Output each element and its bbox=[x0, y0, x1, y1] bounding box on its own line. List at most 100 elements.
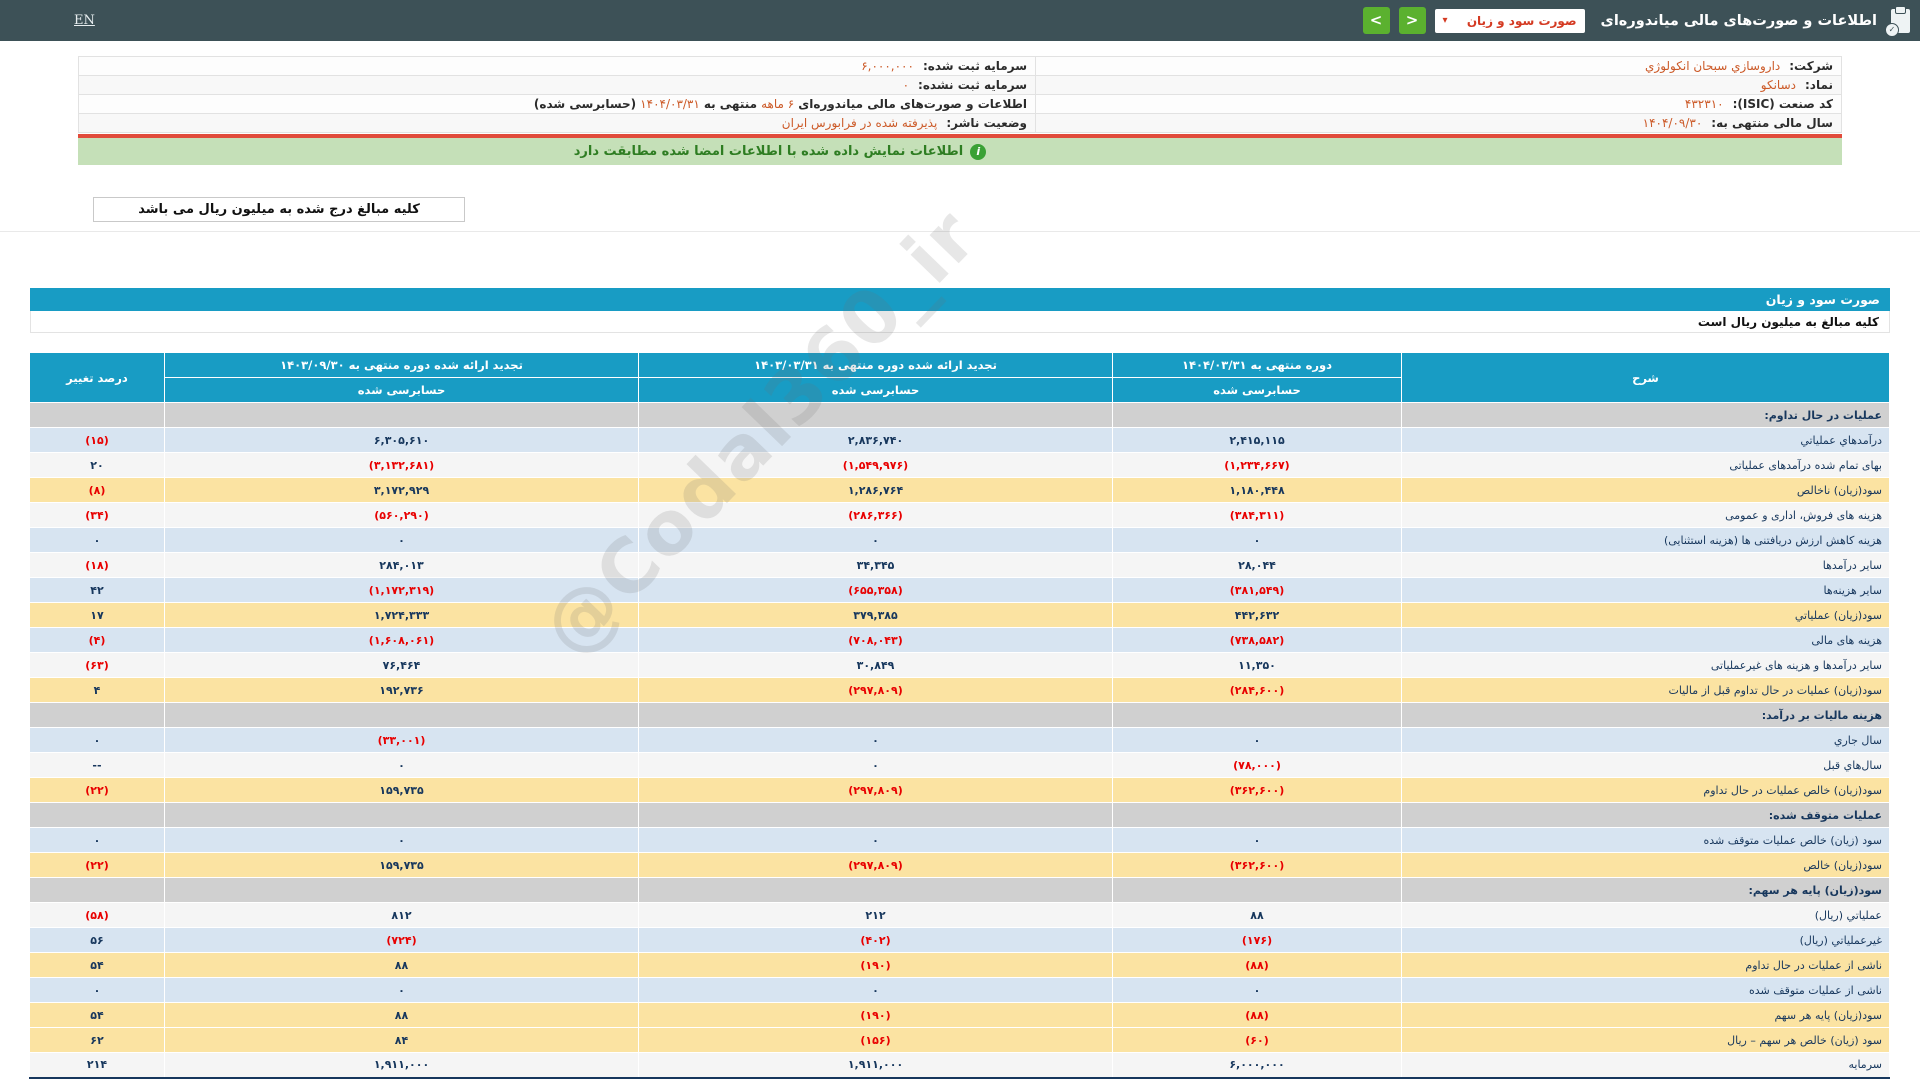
row-value: ۸۸ bbox=[1112, 902, 1402, 928]
section-divider bbox=[0, 231, 1920, 232]
row-label: سود(زیان) خالص bbox=[1401, 852, 1890, 878]
isic-cell: کد صنعت (ISIC): ۴۳۲۳۱۰ bbox=[1035, 94, 1842, 114]
banner-text: اطلاعات نمایش داده شده با اطلاعات امضا ش… bbox=[573, 144, 964, 159]
row-value: ۱۷ bbox=[29, 602, 165, 628]
row-label: سال جاري bbox=[1401, 727, 1890, 753]
row-value: ۲۸,۰۴۴ bbox=[1112, 552, 1402, 578]
row-value: (۱۷۶) bbox=[1112, 927, 1402, 953]
row-value: ۵۶ bbox=[29, 927, 165, 953]
row-value: ۳۷۹,۳۸۵ bbox=[638, 602, 1113, 628]
row-value: (۳,۱۳۲,۶۸۱) bbox=[164, 452, 639, 478]
row-label: غیرعملیاتي (ریال) bbox=[1401, 927, 1890, 953]
statement-select-dropdown[interactable]: صورت سود و زیان ▾ bbox=[1434, 8, 1585, 33]
row-value: ۶,۳۰۵,۶۱۰ bbox=[164, 427, 639, 453]
row-label: ناشی از عملیات در حال تداوم bbox=[1401, 952, 1890, 978]
row-value bbox=[1112, 702, 1402, 728]
row-value: (۳۶۲,۶۰۰) bbox=[1112, 777, 1402, 803]
row-value: (۸۸) bbox=[1112, 952, 1402, 978]
row-value: ۵۴ bbox=[29, 952, 165, 978]
company-cell: شرکت: داروسازي سبحان انکولوژي bbox=[1035, 56, 1842, 76]
row-label: ناشی از عملیات متوقف شده bbox=[1401, 977, 1890, 1003]
symbol-value: دسانکو bbox=[1760, 78, 1796, 92]
table-row: سایر درآمدها ۲۸,۰۴۴ ۳۴,۳۴۵ ۲۸۴,۰۱۳ (۱۸) bbox=[29, 552, 1890, 578]
row-value bbox=[1112, 402, 1402, 428]
table-row: ناشی از عملیات در حال تداوم (۸۸) (۱۹۰) ۸۸ ۵۴ bbox=[29, 952, 1890, 978]
row-value: (۲۲) bbox=[29, 852, 165, 878]
table-row: سود(زیان) خالص عملیات در حال تداوم (۳۶۲,۶… bbox=[29, 777, 1890, 803]
row-value: ۲۸۴,۰۱۳ bbox=[164, 552, 639, 578]
table-row: هزینه کاهش ارزش دریافتنی ها (هزینه استثن… bbox=[29, 527, 1890, 553]
issuer-status-value: پذیرفته شده در فرابورس ایران bbox=[781, 116, 938, 130]
row-value bbox=[29, 402, 165, 428]
row-label: عملیات در حال تداوم: bbox=[1401, 402, 1890, 428]
amounts-note-box: کلیه مبالغ درج شده به میلیون ریال می باش… bbox=[93, 197, 465, 222]
row-value: -- bbox=[29, 752, 165, 778]
header-audited: حسابرسی شده bbox=[164, 377, 639, 403]
row-value: ۶۲ bbox=[29, 1027, 165, 1053]
period-suffix: (حسابرسی شده) bbox=[533, 97, 637, 111]
unit-note-row: کلیه مبالغ به میلیون ریال است bbox=[30, 311, 1890, 333]
section-row: عملیات در حال تداوم: bbox=[29, 402, 1890, 428]
row-value bbox=[164, 877, 639, 903]
table-header: شرح دوره منتهی به ۱۴۰۴/۰۳/۳۱ تجدید ارائه… bbox=[29, 352, 1890, 403]
info-row: سال مالی منتهی به: ۱۴۰۴/۰۹/۳۰ وضعیت ناشر… bbox=[78, 113, 1842, 133]
row-value: ۱,۹۱۱,۰۰۰ bbox=[638, 1052, 1113, 1079]
row-label: سایر درآمدها و هزینه های غیرعملیاتی bbox=[1401, 652, 1890, 678]
info-row: کد صنعت (ISIC): ۴۳۲۳۱۰ اطلاعات و صورت‌ها… bbox=[78, 94, 1842, 114]
row-value: (۷۲۴) bbox=[164, 927, 639, 953]
row-value: (۲۲) bbox=[29, 777, 165, 803]
row-value: (۷۰۸,۰۴۳) bbox=[638, 627, 1113, 653]
row-value: ۷۶,۴۶۴ bbox=[164, 652, 639, 678]
row-value: (۵۶۰,۲۹۰) bbox=[164, 502, 639, 528]
row-value: ۰ bbox=[1112, 827, 1402, 853]
row-label: سایر درآمدها bbox=[1401, 552, 1890, 578]
period-cell: اطلاعات و صورت‌های مالی میاندوره‌ای ۶ ما… bbox=[78, 94, 1036, 114]
row-value: (۳۸۱,۵۴۹) bbox=[1112, 577, 1402, 603]
row-value: ۰ bbox=[638, 827, 1113, 853]
table-row: هزینه های فروش، اداری و عمومی (۳۸۴,۳۱۱) (۲… bbox=[29, 502, 1890, 528]
company-value: داروسازي سبحان انکولوژي bbox=[1645, 59, 1781, 73]
registered-capital-cell: سرمایه ثبت شده: ۶,۰۰۰,۰۰۰ bbox=[78, 56, 1036, 76]
row-value: (۳۳,۰۰۱) bbox=[164, 727, 639, 753]
red-divider bbox=[78, 134, 1842, 138]
row-value bbox=[638, 877, 1113, 903]
row-value: ۱۱,۳۵۰ bbox=[1112, 652, 1402, 678]
next-statement-button[interactable]: > bbox=[1398, 7, 1426, 34]
row-value: ۰ bbox=[29, 977, 165, 1003]
row-value: (۱۵) bbox=[29, 427, 165, 453]
issuer-status-cell: وضعیت ناشر: پذیرفته شده در فرابورس ایران bbox=[78, 113, 1036, 133]
table-row: سود (زیان) خالص هر سهم – ریال (۶۰) (۱۵۶) ۸۴… bbox=[29, 1027, 1890, 1053]
company-label: شرکت: bbox=[1789, 59, 1833, 73]
statement-title-bar: صورت سود و زیان bbox=[30, 288, 1890, 311]
row-value: ۸۴ bbox=[164, 1027, 639, 1053]
row-value: (۱,۶۰۸,۰۶۱) bbox=[164, 627, 639, 653]
table-row: سایر هزینه‌ها (۳۸۱,۵۴۹) (۶۵۵,۳۵۸) (۱,۱۷۲,۳۱… bbox=[29, 577, 1890, 603]
isic-value: ۴۳۲۳۱۰ bbox=[1684, 97, 1724, 111]
section-row: عملیات متوقف شده: bbox=[29, 802, 1890, 828]
fiscal-year-value: ۱۴۰۴/۰۹/۳۰ bbox=[1642, 116, 1703, 130]
row-value: ۲۱۴ bbox=[29, 1052, 165, 1079]
table-row: سود(زیان) خالص (۳۶۲,۶۰۰) (۲۹۷,۸۰۹) ۱۵۹,۷۳۵(… bbox=[29, 852, 1890, 878]
row-value: (۷۳۸,۵۸۲) bbox=[1112, 627, 1402, 653]
row-value: (۱,۱۷۲,۳۱۹) bbox=[164, 577, 639, 603]
row-label: سود(زیان) پایه هر سهم: bbox=[1401, 877, 1890, 903]
row-value: ۰ bbox=[638, 977, 1113, 1003]
row-value: ۸۸ bbox=[164, 952, 639, 978]
row-value: ۰ bbox=[1112, 727, 1402, 753]
row-value: (۲۹۷,۸۰۹) bbox=[638, 777, 1113, 803]
company-info-section: شرکت: داروسازي سبحان انکولوژي سرمایه ثبت… bbox=[78, 56, 1842, 133]
row-value: (۴۰۲) bbox=[638, 927, 1113, 953]
row-value: (۳۶۲,۶۰۰) bbox=[1112, 852, 1402, 878]
period-prefix: اطلاعات و صورت‌های مالی میاندوره‌ای bbox=[798, 97, 1027, 111]
prev-statement-button[interactable]: < bbox=[1362, 7, 1390, 34]
registered-capital-value: ۶,۰۰۰,۰۰۰ bbox=[861, 59, 914, 73]
language-toggle-link[interactable]: EN bbox=[74, 13, 95, 28]
row-value: ۰ bbox=[1112, 977, 1402, 1003]
income-statement-table: شرح دوره منتهی به ۱۴۰۴/۰۳/۳۱ تجدید ارائه… bbox=[29, 352, 1890, 1079]
row-label: عملیاتي (ریال) bbox=[1401, 902, 1890, 928]
row-value: ۴۲ bbox=[29, 577, 165, 603]
row-value bbox=[164, 802, 639, 828]
row-value: (۳۴) bbox=[29, 502, 165, 528]
row-value: ۲,۴۱۵,۱۱۵ bbox=[1112, 427, 1402, 453]
